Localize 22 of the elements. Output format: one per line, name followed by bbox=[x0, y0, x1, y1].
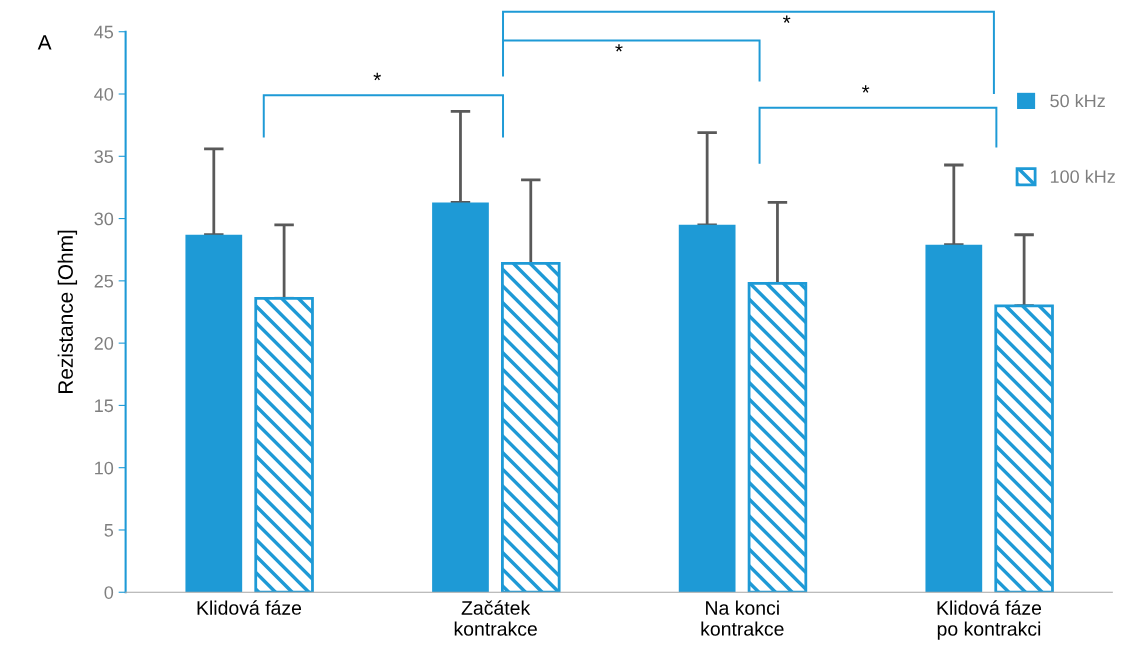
y-tick-label: 20 bbox=[94, 337, 114, 350]
y-tick-label: 15 bbox=[95, 399, 114, 413]
y-tick-label: 0 bbox=[104, 586, 114, 599]
y-tick-label: 40 bbox=[94, 87, 114, 101]
annotation: * bbox=[373, 72, 381, 81]
y-tick-label: 30 bbox=[94, 212, 114, 226]
legend-label: 50 kHz bbox=[1050, 94, 1105, 108]
y-tick-label: 45 bbox=[94, 25, 114, 39]
y-tick-label: 25 bbox=[94, 274, 114, 288]
text: * bbox=[782, 15, 791, 23]
x-tick-label: Klidová fáze bbox=[197, 600, 302, 615]
y-tick-label: 5 bbox=[104, 524, 114, 537]
y-tick-label: 35 bbox=[94, 150, 114, 164]
y-tick-label: 10 bbox=[95, 461, 114, 475]
annotation: * bbox=[615, 44, 623, 52]
annotation: * bbox=[861, 85, 870, 93]
x-tick-label: Na konci kontrakce bbox=[701, 600, 784, 636]
y-axis-title: Rezistance [Ohm] bbox=[57, 230, 78, 394]
text: A bbox=[37, 35, 52, 50]
x-tick-label: Začátek kontrakce bbox=[454, 600, 537, 636]
x-tick-label: Klidová fáze po kontrakci bbox=[937, 600, 1042, 640]
legend-label: 100 kHz bbox=[1050, 169, 1115, 184]
